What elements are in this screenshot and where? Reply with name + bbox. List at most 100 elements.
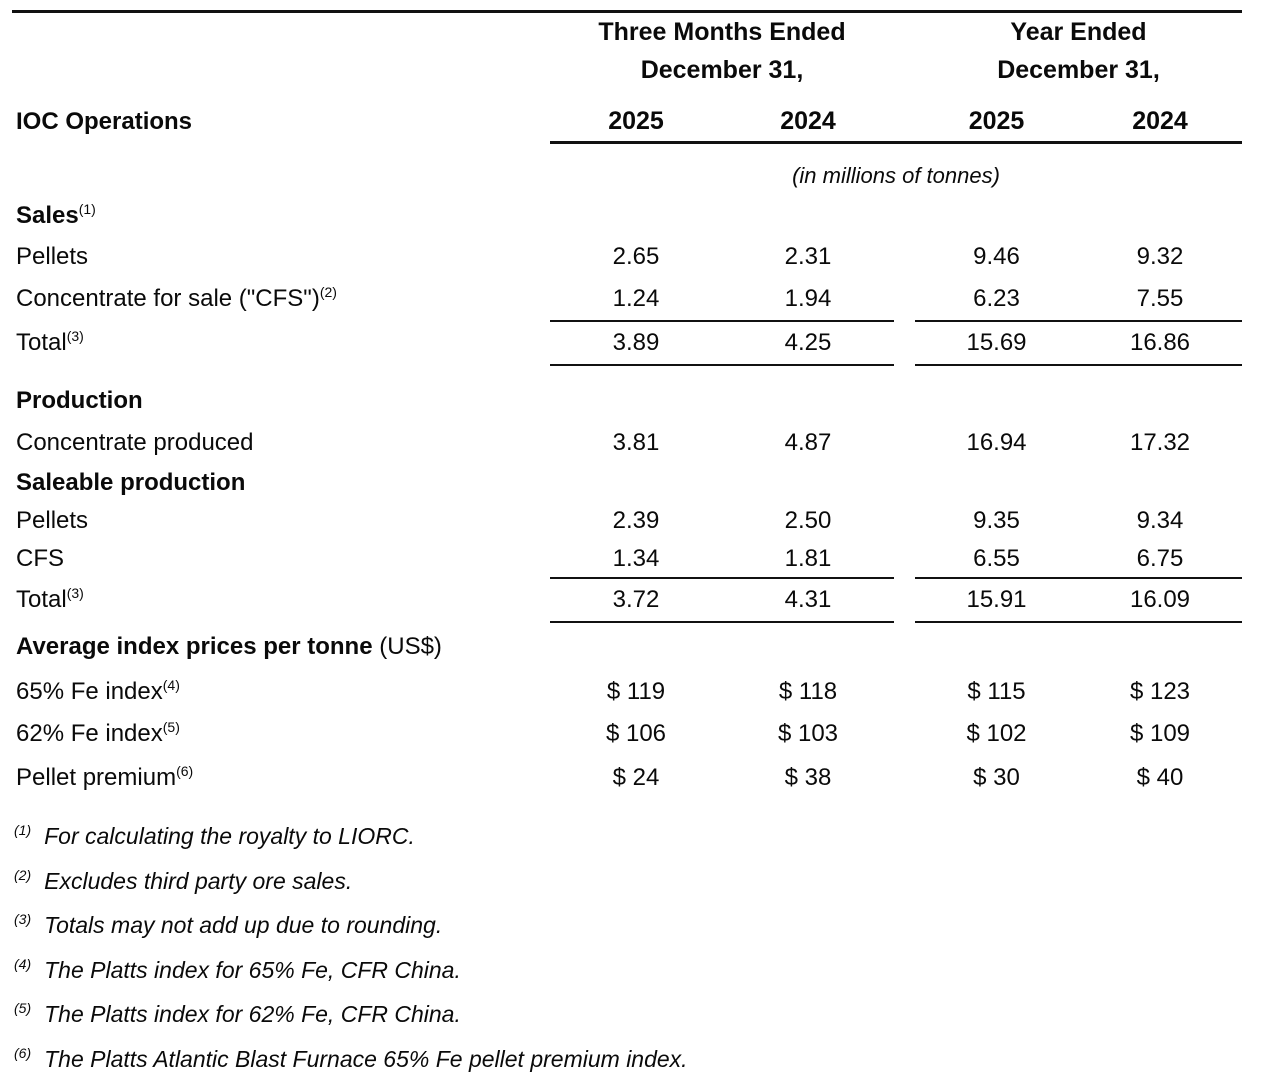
group1-rule: [550, 577, 894, 579]
cell-value: 1.94: [784, 285, 832, 312]
table-row-pellets-saleable: Pellets 2.39 2.50 9.35 9.34: [0, 502, 1280, 540]
cell-value: 6.75: [1136, 544, 1184, 572]
cell-value: 2.50: [784, 507, 832, 534]
table-row-62-fe-index: 62% Fe index(5) $ 106 $ 103 $ 102 $ 109: [0, 713, 1280, 755]
group2-rule: [915, 320, 1242, 322]
footnote: (6) The Platts Atlantic Blast Furnace 65%…: [14, 1037, 1280, 1082]
cell-value: 9.35: [973, 507, 1020, 534]
cell-value: $ 106: [605, 720, 667, 747]
row-label: CFS: [16, 544, 64, 572]
section-label: Saleable production: [16, 469, 246, 496]
table-row-total-saleable: Total(3) 3.72 4.31 15.91 16.09: [0, 579, 1280, 621]
section-row-average-index-prices: Average index prices per tonne (US$): [0, 623, 1280, 671]
row-label: Total(3): [0, 328, 550, 357]
cell-value: 6.23: [973, 285, 1020, 312]
year-column-header: 2024: [1132, 107, 1188, 135]
footnote-marker: (1): [14, 822, 32, 838]
footnote-text: The Platts index for 65% Fe, CFR China.: [44, 956, 461, 983]
cell-value: 3.81: [612, 429, 660, 456]
cell-value: 1.81: [784, 544, 832, 572]
subtotal-rule-row: [0, 577, 1280, 579]
period-header-row: Three Months Ended December 31, Year End…: [0, 13, 1280, 89]
cell-value: 2.39: [612, 507, 660, 534]
footnote-marker: (6): [176, 762, 194, 779]
table-title: IOC Operations: [16, 108, 193, 135]
table-row-concentrate-produced: Concentrate produced 3.81 4.87 16.94 17.…: [0, 422, 1280, 464]
footnote-marker: (3): [66, 328, 84, 344]
cell-value: 2.31: [784, 243, 832, 270]
cell-value: $ 102: [966, 720, 1027, 747]
cell-value: $ 115: [967, 678, 1026, 705]
group1-rule: [550, 364, 894, 366]
cell-value: $ 103: [777, 720, 839, 747]
row-label-text: 62% Fe index: [16, 720, 163, 747]
year-column-header: 2025: [608, 107, 664, 135]
total-rule-row: [0, 364, 1280, 366]
group2-rule: [915, 577, 1242, 579]
cell-value: $ 38: [784, 763, 832, 791]
section-row-production: Production: [0, 380, 1280, 422]
year-column-header: 2024: [780, 107, 836, 135]
footnote-marker: (1): [78, 201, 96, 217]
footnote-marker: (2): [319, 284, 337, 300]
section-label: Production: [16, 387, 143, 414]
units-row: (in millions of tonnes): [0, 144, 1280, 196]
subtotal-rule-row: [0, 320, 1280, 322]
cell-value: 9.46: [973, 243, 1020, 270]
period-group-line1: Three Months Ended: [598, 18, 846, 46]
table-row-total-sales: Total(3) 3.89 4.25 15.69 16.86: [0, 322, 1280, 364]
section-row-sales: Sales(1): [0, 196, 1280, 236]
section-row-saleable-production: Saleable production: [0, 464, 1280, 502]
cell-value: 15.69: [966, 329, 1027, 356]
section-label-text: Average index prices per tonne: [16, 633, 373, 660]
period-group-line1: Year Ended: [1010, 18, 1147, 46]
row-label-text: Total: [16, 586, 67, 613]
footnote-text: Totals may not add up due to rounding.: [44, 912, 443, 938]
total-rule-row: [0, 621, 1280, 623]
cell-value: 3.72: [612, 586, 660, 613]
footnote-marker: (6): [14, 1044, 32, 1061]
group2-rule: [915, 621, 1242, 623]
section-label: Average index prices per tonne (US$): [0, 633, 550, 661]
section-label-text: Sales: [16, 202, 79, 229]
period-group-year: Year Ended December 31,: [915, 13, 1242, 89]
ioc-operations-report: Three Months Ended December 31, Year End…: [0, 10, 1280, 1081]
group1-rule: [550, 621, 894, 623]
row-label: Concentrate produced: [16, 429, 254, 456]
cell-value: 4.87: [784, 429, 832, 456]
section-label-suffix: (US$): [372, 633, 442, 660]
row-label-text: Total: [16, 329, 67, 356]
cell-value: 16.86: [1129, 329, 1191, 356]
footnote: (3) Totals may not add up due to rounding…: [14, 903, 1280, 948]
footnote-text: The Platts Atlantic Blast Furnace 65% Fe…: [44, 1045, 688, 1072]
year-column-header: 2025: [968, 107, 1025, 135]
cell-value: 17.32: [1129, 429, 1191, 456]
period-group-line2: December 31,: [997, 56, 1160, 84]
table-row-pellet-premium: Pellet premium(6) $ 24 $ 38 $ 30 $ 40: [0, 755, 1280, 800]
group1-rule: [550, 320, 894, 322]
group2-rule: [915, 364, 1242, 366]
row-label: 65% Fe index(4): [0, 677, 550, 706]
top-rule: [12, 10, 1242, 13]
table-row-pellets-sales: Pellets 2.65 2.31 9.46 9.32: [0, 236, 1280, 278]
footnote: (2) Excludes third party ore sales.: [14, 859, 1280, 904]
footnote-marker: (3): [14, 911, 32, 927]
footnote: (4) The Platts index for 65% Fe, CFR Chin…: [14, 948, 1280, 993]
cell-value: 2.65: [612, 243, 660, 270]
cell-value: $ 40: [1136, 763, 1184, 791]
header-rule: [550, 141, 1242, 144]
footnote: (5) The Platts index for 62% Fe, CFR Chin…: [14, 992, 1280, 1037]
cell-value: 1.34: [612, 544, 660, 572]
period-group-three-months: Three Months Ended December 31,: [550, 13, 894, 89]
cell-value: $ 118: [778, 678, 838, 705]
footnote-marker: (3): [66, 585, 84, 601]
row-label: Pellets: [16, 243, 89, 270]
cell-value: 15.91: [966, 586, 1027, 613]
cell-value: 16.09: [1129, 586, 1191, 613]
column-header-row: IOC Operations 2025 2024 2025 2024: [0, 89, 1280, 141]
row-label: Total(3): [0, 585, 550, 614]
cell-value: $ 123: [1129, 678, 1191, 705]
cell-value: 7.55: [1136, 285, 1184, 312]
section-label: Sales(1): [0, 201, 550, 230]
row-label-text: 65% Fe index: [16, 678, 163, 705]
